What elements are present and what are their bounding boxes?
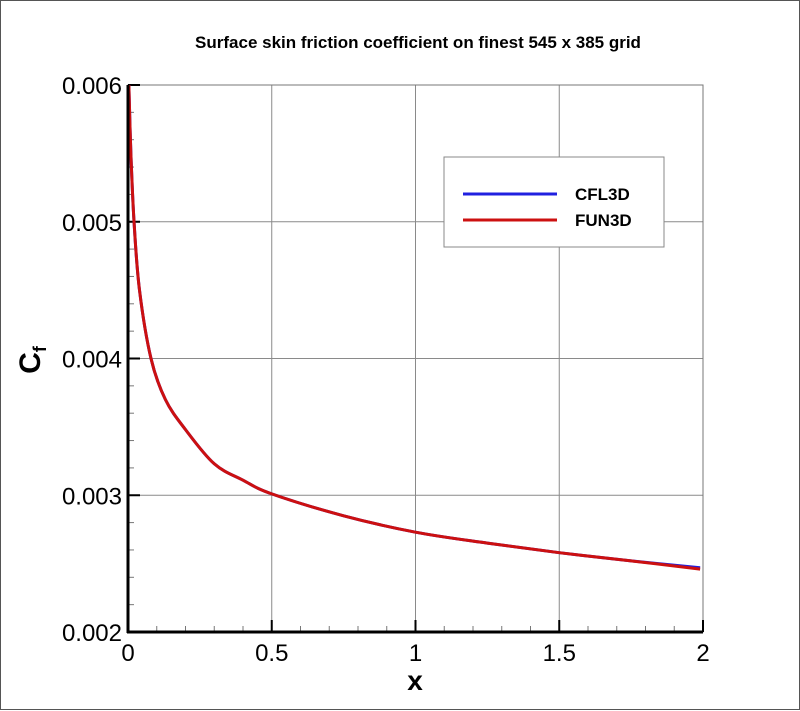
y-tick-label: 0.003 bbox=[62, 483, 122, 510]
legend-label-fun3d: FUN3D bbox=[575, 211, 632, 230]
x-tick-label: 2 bbox=[696, 640, 709, 667]
data-series bbox=[127, 84, 701, 571]
y-tick-label: 0.004 bbox=[62, 347, 122, 374]
tick-labels: 0 0.5 1 1.5 2 0.002 0.003 0.004 0.005 0.006 bbox=[62, 73, 710, 667]
x-tick-label: 0.5 bbox=[255, 640, 288, 667]
x-tick-label: 0 bbox=[121, 640, 134, 667]
y-tick-label: 0.006 bbox=[62, 73, 122, 100]
x-axis-label: x bbox=[407, 665, 423, 696]
y-tick-label: 0.005 bbox=[62, 210, 122, 237]
axes bbox=[126, 85, 703, 634]
x-tick-label: 1 bbox=[409, 640, 422, 667]
y-tick-label: 0.002 bbox=[62, 620, 122, 647]
svg-text:Cf: Cf bbox=[14, 345, 50, 374]
legend: CFL3D FUN3D bbox=[443, 156, 665, 248]
chart-title: Surface skin friction coefficient on fin… bbox=[195, 33, 641, 52]
legend-label-cfl3d: CFL3D bbox=[575, 185, 630, 204]
series-fun3d bbox=[127, 84, 701, 571]
y-axis-label: Cf bbox=[14, 345, 50, 374]
x-tick-label: 1.5 bbox=[543, 640, 576, 667]
